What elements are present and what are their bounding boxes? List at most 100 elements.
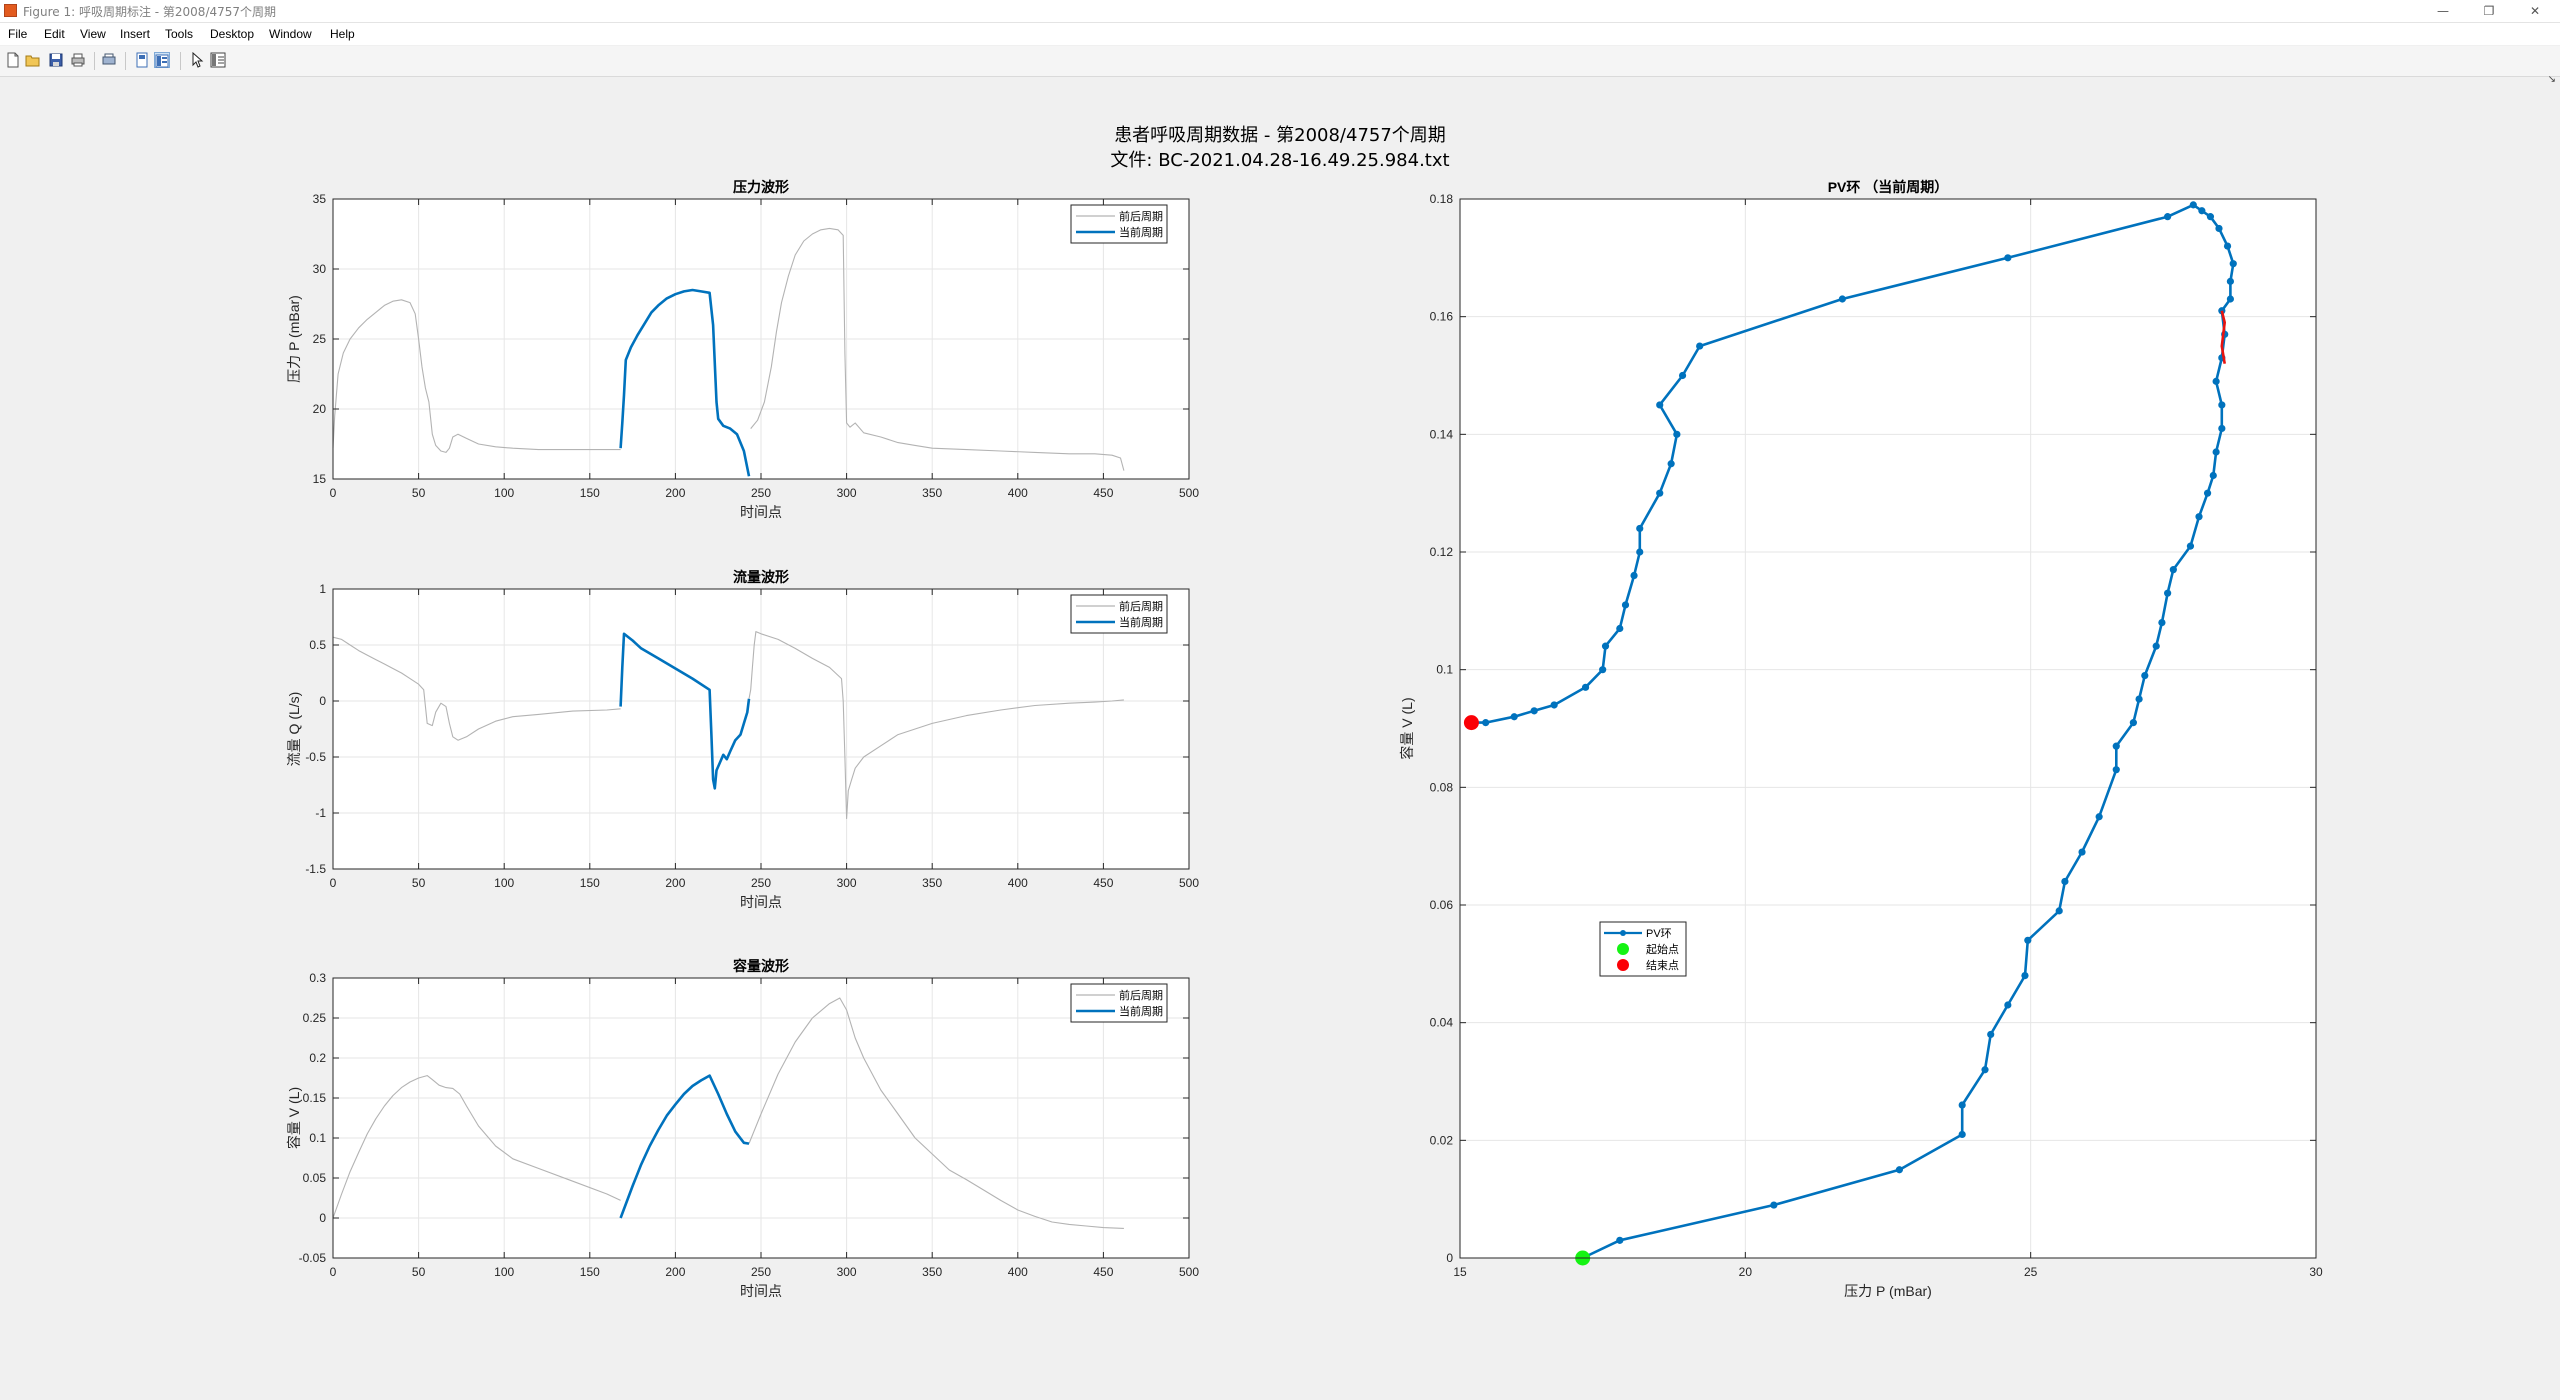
window-title: Figure 1: 呼吸周期标注 - 第2008/4757个周期 [23,5,277,19]
pv-loop-marker [1667,460,1675,468]
pressure-xaxis-label: 时间点 [740,504,782,520]
pv-ytick-label: 0.16 [1430,310,1454,324]
flow-xtick-label: 350 [922,876,942,890]
volume-ytick-label: -0.05 [299,1251,327,1265]
pv-loop-marker [2218,307,2226,315]
pv-loop-marker [2055,907,2063,915]
show-plot-tools-button[interactable] [154,52,170,68]
property-inspector-icon[interactable] [210,52,226,68]
pv-yaxis-label: 容量 V (L) [1399,697,1415,759]
pv-loop-marker [2218,424,2226,433]
menu-desktop[interactable]: Desktop [210,27,255,41]
volume-xtick-label: 50 [412,1265,426,1279]
flow-xtick-label: 300 [837,876,857,890]
close-button[interactable]: ✕ [2529,4,2541,18]
dock-figure-icon[interactable]: ↘ [2547,74,2556,85]
pressure-legend-box [1070,204,1168,244]
menu-insert[interactable]: Insert [120,27,151,41]
flow-xtick-label: 400 [1008,876,1028,890]
pv-loop-marker [2061,877,2069,886]
volume-series-current-line [619,1074,750,1219]
flow-xtick-label: 500 [1179,876,1199,890]
pv-loop-marker [2169,566,2177,574]
pv-loop-marker [1636,548,1644,556]
new-figure-icon[interactable] [5,52,21,68]
minimize-button[interactable]: — [2437,4,2449,18]
pv-loop-marker [2206,213,2215,221]
pv-loop-marker [1656,489,1664,497]
menu-edit[interactable]: Edit [44,27,65,41]
pv-axes-box [1459,198,2317,1259]
hide-plot-tools-icon[interactable] [134,52,150,68]
flow-series-last-line [332,636,621,741]
menu-tools[interactable]: Tools [165,27,194,41]
figure-subtitle: 文件: BC-2021.04.28-16.49.25.984.txt [1110,150,1450,171]
flow-xtick-label: 50 [412,876,426,890]
pv-legend-marker-sample [1617,943,1629,955]
print-preview-icon[interactable] [101,52,117,68]
volume-yaxis-label: 容量 V (L) [286,1087,302,1149]
pv-loop-marker [2189,201,2197,209]
pv-loop-marker [2152,642,2160,650]
pv-legend-marker-sample [1617,959,1629,971]
pv-loop-marker [1482,719,1490,727]
pv-loop-marker [2212,448,2220,456]
volume-chart-title: 容量波形 [732,958,789,974]
restore-button[interactable]: ❐ [2483,4,2495,18]
pressure-chart-title: 压力波形 [733,179,789,195]
pv-ytick-label: 0.06 [1430,898,1454,912]
pv-loop-marker [2229,260,2237,268]
pressure-xtick-label: 300 [837,486,857,500]
pressure-xtick-label: 500 [1179,486,1199,500]
pressure-ytick-label: 35 [313,192,327,206]
print-icon[interactable] [70,52,86,68]
pv-loop-marker [1895,1166,1904,1174]
pv-loop-marker [2095,813,2103,821]
pv-loop-marker [1621,601,1630,609]
flow-xtick-label: 450 [1093,876,1113,890]
pressure-xtick-label: 450 [1093,486,1113,500]
flow-xtick-label: 150 [580,876,600,890]
menu-file[interactable]: File [8,27,28,41]
volume-xtick-label: 150 [580,1265,600,1279]
pv-loop-marker [2164,213,2172,221]
pressure-series-last-line [750,227,1125,471]
pv-loop-marker [2195,513,2203,521]
pv-xtick-label: 30 [2309,1265,2323,1279]
menu-view[interactable]: View [80,27,106,41]
volume-legend-entry: 前后周期 [1119,988,1163,1002]
flow-yaxis-label: 流量 Q (L/s) [286,692,302,767]
pv-ytick-label: 0 [1446,1251,1453,1265]
flow-legend-entry: 前后周期 [1119,599,1163,613]
menu-help[interactable]: Help [330,27,355,41]
pressure-ytick-label: 25 [313,332,327,346]
figure-title: 患者呼吸周期数据 - 第2008/4757个周期 [1114,125,1446,146]
volume-xtick-label: 0 [330,1265,337,1279]
edit-plot-icon[interactable] [189,52,205,68]
pv-loop-marker [1530,707,1538,715]
volume-ytick-label: 0.1 [309,1131,326,1145]
flow-ytick-label: -0.5 [305,750,326,764]
flow-ytick-label: 1 [319,582,326,596]
pv-loop-marker [2135,695,2143,703]
flow-ytick-label: 0.5 [309,638,326,652]
save-icon[interactable] [48,52,64,68]
flow-series-last-line [748,631,1124,820]
flow-xtick-label: 250 [751,876,771,890]
pv-ytick-label: 0.04 [1430,1016,1454,1030]
flow-ytick-label: 0 [319,694,326,708]
menu-window[interactable]: Window [269,27,312,41]
pv-xtick-label: 15 [1453,1265,1467,1279]
pressure-legend-entry: 当前周期 [1119,225,1163,239]
pv-end-point-marker [1463,715,1479,731]
flow-xaxis-label: 时间点 [740,894,782,910]
flow-legend-box [1070,594,1168,634]
flow-chart-title: 流量波形 [733,569,789,585]
pv-ytick-label: 0.02 [1430,1133,1454,1147]
pv-loop-marker [1656,401,1664,409]
pv-legend-entry: 起始点 [1646,942,1679,956]
pv-chart-title: PV环 （当前周期） [1828,179,1949,195]
open-file-icon[interactable] [25,52,41,68]
pv-loop-marker [2212,377,2220,385]
